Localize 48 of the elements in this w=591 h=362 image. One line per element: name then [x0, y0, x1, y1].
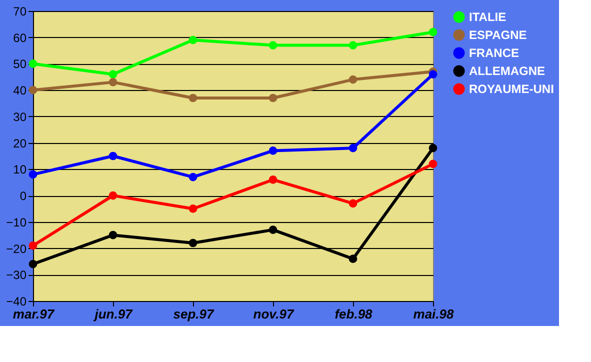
point	[348, 144, 358, 152]
point	[268, 176, 278, 184]
x-tick-label: feb.98	[334, 306, 374, 322]
y-tick-label: −20	[6, 242, 27, 256]
y-tick-label: −40	[6, 294, 27, 308]
y-tick-label: −30	[6, 268, 27, 282]
x-tick-label: jun.97	[92, 306, 134, 322]
y-tick-label: 40	[13, 84, 27, 98]
point	[188, 172, 198, 182]
x-tick-label: nov.97	[253, 306, 294, 322]
y-tick-label: 10	[13, 162, 27, 177]
point	[188, 238, 198, 248]
point	[428, 160, 438, 168]
point	[428, 28, 438, 36]
point	[428, 70, 438, 78]
legend-label: ITALIE	[469, 10, 506, 24]
point	[108, 78, 118, 86]
y-tick-label: 30	[13, 110, 27, 124]
point	[268, 146, 278, 155]
y-tick-label: 0	[20, 189, 27, 204]
x-tick-label: sep.97	[173, 306, 214, 322]
point	[108, 230, 118, 240]
x-tick-label: mar.97	[12, 306, 55, 322]
point	[108, 70, 118, 78]
point	[188, 36, 198, 44]
point	[268, 94, 278, 102]
point	[268, 226, 278, 234]
y-tick-label: 70	[13, 4, 27, 18]
point	[28, 260, 38, 268]
point	[268, 41, 278, 50]
point	[188, 94, 198, 102]
point	[428, 144, 438, 152]
legend-label: ROYAUME-UNI	[469, 82, 554, 96]
y-tick-label: 20	[13, 136, 27, 150]
point	[108, 191, 118, 200]
x-tick-label: mai.98	[413, 306, 454, 322]
point	[348, 254, 358, 263]
y-tick-label: 60	[13, 30, 27, 45]
point	[348, 41, 358, 50]
y-tick-label: −10	[6, 215, 27, 230]
legend-label: FRANCE	[469, 46, 519, 60]
point	[108, 152, 118, 160]
point	[188, 204, 198, 213]
legend-label: ESPAGNE	[469, 28, 527, 42]
point	[348, 75, 358, 84]
legend-label: ALLEMAGNE	[469, 64, 545, 78]
y-tick-label: 50	[13, 57, 27, 72]
point	[348, 199, 358, 208]
